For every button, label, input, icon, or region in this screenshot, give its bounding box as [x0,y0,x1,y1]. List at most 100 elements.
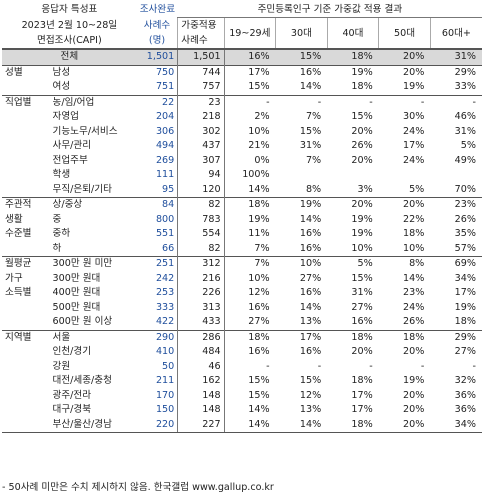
age-share-cell: 14% [275,417,328,433]
weighted-count: 82 [177,197,225,213]
table-row: 생활 중 800 783 19% 14% 19% 22% 26% [2,212,482,227]
age-share-cell: 31% [351,287,373,298]
weighted-count: 312 [177,256,225,272]
age-share-cell: 20% [351,125,373,137]
age-share-cell [327,168,379,183]
age-share-cell: 15% [351,111,373,122]
age-share-cell: 8% [378,256,431,272]
sample-count: 170 [155,389,175,401]
sample-count: 422 [155,316,175,327]
age-share-cell: 69% [430,256,482,272]
age-share-cell: - [275,94,328,110]
age-share-cell: 16% [223,300,276,315]
age-share-cell: 16% [299,228,322,239]
weighted-count: 218 [177,110,225,125]
age-share-cell: - [223,359,276,374]
age-share-cell: 19% [402,375,425,386]
sample-count: 1,501 [136,48,178,65]
age-share-cell: 5% [327,256,379,272]
weighted-count: 484 [177,345,225,360]
age-share-cell: - [317,360,322,372]
age-share-cell: 13% [299,404,322,415]
age-share-cell: 16% [223,48,276,65]
age-share-cell: 32% [454,375,476,386]
age-share-cell: 7% [223,241,276,257]
sample-count: 251 [136,256,178,272]
sample-count: 253 [155,287,175,298]
total-row: 전체 1,501 1,501 16% 15% 18% 20% 31% [2,48,482,65]
age-share-cell: 100% [223,168,276,183]
age-share-cell: 15% [223,374,276,389]
sample-count: 306 [155,125,175,137]
weighted-count: 554 [177,227,225,242]
age-share-cell: 19% [223,212,276,227]
row-label: 400만 원대 [52,287,101,298]
row-group-label [2,403,53,418]
weighted-count: 744 [177,64,225,80]
age-share-cell: 16% [299,346,322,357]
row-group-label: 소득별 [5,287,32,298]
weighted-count: 313 [177,300,225,315]
age-share-cell: 11% [223,227,276,242]
sample-count: 751 [155,81,175,92]
table-row: 성별 남성 750 744 17% 16% 19% 20% 29% [2,64,482,80]
age-share-cell: 36% [454,389,476,401]
table-row: 600만 원 이상 422 433 27% 13% 16% 26% 18% [2,315,482,330]
age-share-cell: 10% [402,242,425,254]
age-share-cell: 31% [430,48,482,65]
age-share-cell: 19% [351,213,373,225]
age-share-cell: 15% [351,272,373,284]
age-share-cell: 17% [454,287,476,298]
sample-count: 84 [136,197,178,213]
row-group-label: 성별 [2,64,53,80]
age-share-cell: 20% [327,197,379,213]
age-share-cell: 15% [223,388,276,403]
age-share-cell: 18% [454,316,476,327]
age-share-cell: 35% [454,228,476,239]
weighted-count: 23 [177,94,225,110]
age-share-cell: 27% [299,272,322,284]
age-share-cell: 15% [275,48,328,65]
sample-count: 410 [155,346,175,357]
weighted-count: 286 [177,329,225,345]
sample-label-1: 조사완료 [139,4,176,16]
table-row: 가구 300만 원대 242 216 10% 27% 15% 14% 34% [2,271,482,286]
age-share-cell: 26% [402,316,425,327]
age-share-cell [379,168,431,183]
row-label: 남성 [52,64,137,80]
table-row: 강원 50 46- - - - - [2,359,482,374]
age-share-cell: 14% [402,272,425,284]
age-share-cell: - [378,94,431,110]
sample-count: 50 [162,360,175,372]
row-group-label [2,168,53,183]
age-share-cell: 13% [299,316,322,327]
age-share-cell: 14% [299,81,322,92]
sample-count: 269 [155,154,175,166]
age-share-cell: 18% [223,329,276,345]
age-col-header: 60대+ [429,17,482,49]
row-label: 하 [52,242,62,254]
sample-count: 22 [136,94,178,110]
row-label: 학생 [52,169,71,180]
age-share-cell: 20% [378,417,431,433]
header-title-line2: 2023년 2월 10~28일 [21,19,118,31]
age-share-cell: 20% [351,346,373,357]
row-group-label: 생활 [5,213,23,225]
age-share-cell: - [223,94,276,110]
age-share-cell: 14% [299,301,322,313]
age-share-cell: 16% [351,316,373,327]
age-share-cell: 49% [454,154,476,166]
row-group-label [2,417,53,433]
sample-count: 111 [155,169,175,180]
sample-count: 211 [155,375,175,386]
weighted-count: 148 [177,403,225,418]
sample-count: 95 [162,183,175,195]
row-label: 사무/관리 [52,140,92,151]
age-share-cell: 5% [409,183,425,195]
table-row: 기능노무/서비스 306 302 10% 15% 20% 24% 31% [2,124,482,139]
sample-count: 242 [155,272,175,284]
weighted-count: 82 [177,241,225,257]
age-share-cell: 22% [402,213,425,225]
row-label: 대구/경북 [52,404,92,415]
